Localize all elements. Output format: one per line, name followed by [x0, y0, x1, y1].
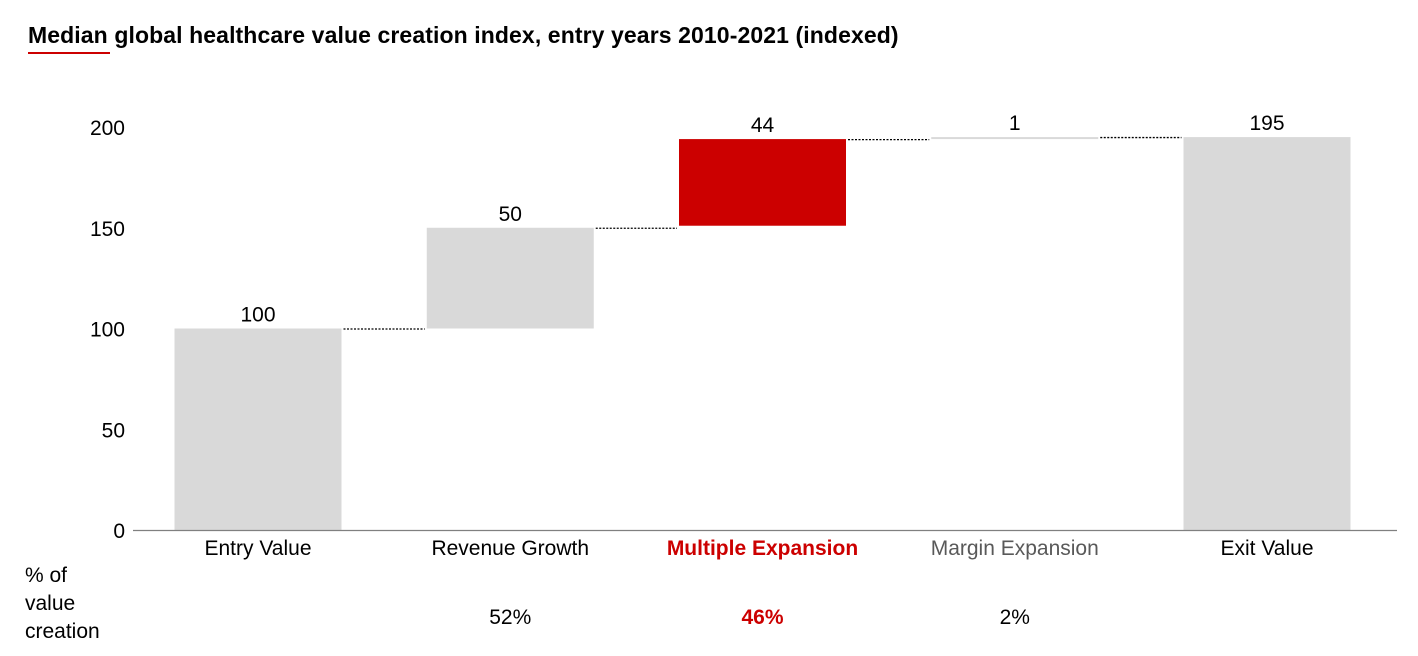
y-tick-label: 50: [102, 419, 125, 442]
bar-entry-value: [174, 328, 342, 530]
bar-margin-expansion: [931, 137, 1099, 140]
pct-value-label: 52%: [489, 606, 531, 629]
y-tick-label: 200: [90, 117, 125, 140]
y-tick-label: 100: [90, 319, 125, 342]
bar-multiple-expansion: [679, 139, 846, 226]
pct-value-label: 2%: [1000, 606, 1030, 629]
category-label: Revenue Growth: [431, 537, 589, 560]
chart-title: Median global healthcare value creation …: [28, 22, 899, 48]
y-tick-label: 0: [113, 520, 125, 543]
value-creation-caption: % of value creation: [25, 564, 100, 643]
pct-value-label: 46%: [741, 606, 783, 629]
bar-revenue-growth: [426, 227, 594, 329]
category-label: Entry Value: [205, 537, 312, 560]
y-tick-label: 150: [90, 218, 125, 241]
category-label: Multiple Expansion: [667, 537, 858, 560]
data-label: 1: [1009, 112, 1021, 135]
data-label: 50: [499, 203, 522, 226]
bar-exit-value: [1183, 137, 1351, 530]
title-accent-line: [28, 52, 110, 54]
category-label: Margin Expansion: [931, 537, 1099, 560]
data-label: 195: [1249, 112, 1284, 135]
data-label: 44: [751, 114, 775, 137]
data-label: 100: [240, 304, 275, 327]
category-label: Exit Value: [1221, 537, 1314, 560]
